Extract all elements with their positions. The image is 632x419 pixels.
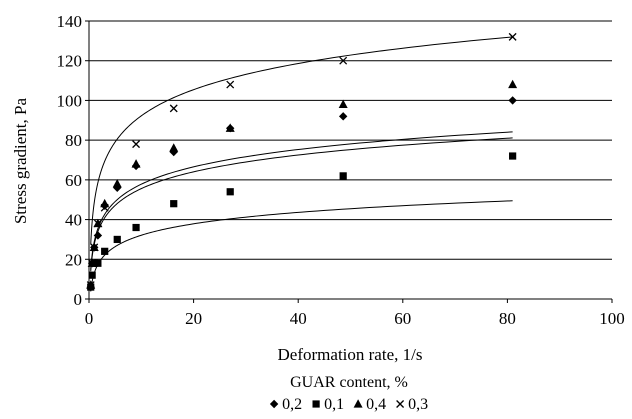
data-point-cross xyxy=(339,56,348,65)
grid-layer xyxy=(89,20,612,260)
data-point-square xyxy=(170,200,178,208)
y-tick-label: 100 xyxy=(57,91,83,110)
data-point-cross xyxy=(90,243,99,252)
trendline-triangle xyxy=(90,131,513,270)
x-axis-title: Deformation rate, 1/s xyxy=(278,345,423,364)
x-tick-label: 20 xyxy=(185,309,202,328)
data-point-square xyxy=(94,259,102,267)
y-tick-label: 0 xyxy=(74,290,83,309)
data-point-cross xyxy=(132,140,141,149)
data-point-cross xyxy=(86,281,95,290)
y-tick-label: 140 xyxy=(57,12,83,31)
legend: 0,2 0,1 0,4 0,3 xyxy=(269,396,428,413)
legend-label: 0,3 xyxy=(408,396,428,413)
x-tick-label: 100 xyxy=(599,309,625,328)
data-point-triangle xyxy=(131,159,141,168)
legend-title: GUAR content, % xyxy=(290,374,408,391)
x-tick-label: 0 xyxy=(85,309,94,328)
legend-marker-cross xyxy=(396,400,405,408)
trendline-diamond xyxy=(90,137,513,272)
legend-marker-square xyxy=(312,400,320,408)
data-point-cross xyxy=(169,104,178,113)
legend-marker-diamond xyxy=(269,399,279,409)
data-point-square xyxy=(132,223,140,232)
y-tick-label: 60 xyxy=(65,171,82,190)
trendline-layer xyxy=(90,36,513,292)
data-point-square xyxy=(339,172,347,180)
trendline-cross xyxy=(90,36,513,245)
data-point-square xyxy=(113,235,121,244)
legend-label: 0,2 xyxy=(282,396,302,413)
data-point-cross xyxy=(508,32,517,41)
legend-item: 0,2 xyxy=(269,396,302,413)
data-point-triangle xyxy=(169,143,179,152)
x-tick-label: 40 xyxy=(290,309,307,328)
y-tick-label: 120 xyxy=(57,52,83,71)
legend-item: 0,3 xyxy=(396,396,428,413)
legend-item: 0,1 xyxy=(312,396,344,413)
x-tick-label: 60 xyxy=(394,309,411,328)
data-point-triangle xyxy=(100,198,110,208)
data-point-cross xyxy=(93,219,102,228)
data-point-square xyxy=(101,247,109,255)
y-axis-title: Stress gradient, Pa xyxy=(11,98,30,225)
data-point-triangle xyxy=(508,79,518,89)
data-point-diamond xyxy=(338,112,348,121)
legend-label: 0,1 xyxy=(324,396,344,413)
y-tick-label: 40 xyxy=(65,211,82,230)
data-point-diamond xyxy=(508,96,517,105)
data-point-cross xyxy=(226,80,235,89)
data-point-square xyxy=(88,271,96,279)
legend-marker-triangle xyxy=(353,399,363,408)
axis-layer: 0 20 40 60 80 100 120 140 0 20 40 60 80 100 xyxy=(57,12,625,328)
legend-label: 0,4 xyxy=(366,396,386,413)
marker-layer xyxy=(86,32,518,292)
data-point-triangle xyxy=(338,99,348,108)
legend-item: 0,4 xyxy=(353,396,386,413)
x-tick-label: 80 xyxy=(499,309,516,328)
data-point-triangle xyxy=(112,179,122,188)
data-point-square xyxy=(226,188,234,196)
data-point-triangle xyxy=(225,123,235,132)
data-point-square xyxy=(509,152,517,160)
data-point-cross xyxy=(88,259,97,268)
data-point-cross xyxy=(100,203,109,212)
y-tick-label: 80 xyxy=(65,131,82,150)
data-point-diamond xyxy=(93,231,103,240)
y-tick-label: 20 xyxy=(65,250,82,269)
trendline-square xyxy=(90,200,513,292)
